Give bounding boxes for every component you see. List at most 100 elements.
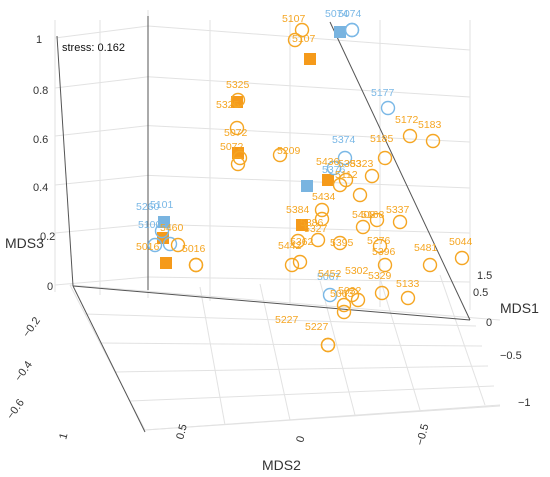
sample-point [322,287,338,303]
sample-point [292,254,308,270]
sample-point [377,257,393,273]
y-tick-label: 0.5 [174,423,190,441]
sample-point [290,233,306,249]
axis-grid [54,10,501,433]
sample-point-label: 5177 [371,87,395,99]
sample-point-label: 5074 [325,8,349,20]
sample-point-label: 5072 [224,127,248,139]
sample-point-label: 5101 [150,199,174,211]
z-tick-label: 1 [36,34,42,46]
axis-title-mds2: MDS2 [262,457,301,473]
sample-point-label: 5133 [396,278,420,290]
sample-point [230,156,246,172]
sample-point-label: 5044 [449,236,473,248]
sample-point-label: 5072 [220,141,244,153]
sample-point [294,22,310,38]
x-tick-label: −0.5 [500,350,522,362]
sample-point [337,150,353,166]
sample-point [344,22,360,38]
sample-point-label: 5227 [275,314,299,326]
axis-title-mds3: MDS3 [5,235,44,251]
y-tick-label: −0.5 [414,423,431,447]
sample-point [320,337,336,353]
z-tick-label: −0.4 [13,359,35,384]
centroid-marker [301,180,313,192]
x-tick-label: 1.5 [477,270,492,282]
z-tick-label: 0.6 [33,134,48,146]
sample-point [188,257,204,273]
sample-point-label: 5374 [332,134,356,146]
sample-point [147,237,163,253]
sample-point-label: 5016 [182,243,206,255]
sample-point-label: 5172 [395,114,419,126]
sample-point-label: 5376 [322,164,346,176]
sample-point [170,237,186,253]
sample-point [377,150,393,166]
sample-point [372,238,388,254]
y-tick-label: 1 [57,432,70,441]
sample-point-label: 5436 [316,156,340,168]
axis-title-mds1: MDS1 [500,300,539,316]
centroid-marker [232,147,244,159]
sample-point-label: 5067 [317,271,341,283]
sample-point-label: 5063 [330,288,354,300]
sample-point-label: 5395 [330,237,354,249]
z-tick-label: −0.6 [5,397,27,422]
sample-point-label: 5302 [345,265,369,277]
x-tick-label: 0.5 [473,287,488,299]
centroid-marker [334,26,346,38]
sample-point [229,120,245,136]
y-tick-label: 0 [294,435,307,444]
sample-point-label: 5383 [338,158,362,170]
centroid-marker [322,174,334,186]
sample-point-label: 5168 [361,209,385,221]
sample-point [352,187,368,203]
sample-point [336,304,352,320]
sample-point-label: 5481 [414,242,438,254]
sample-point-label: 5460 [160,222,184,234]
sample-point-label: 5209 [277,145,301,157]
sample-point-label: 5327 [304,223,328,235]
sample-point-label: 5185 [370,133,394,145]
z-tick-label: 0.2 [40,231,55,243]
sample-point [326,160,342,176]
sample-point [380,100,396,116]
centroid-marker [304,53,316,65]
sample-point [230,92,246,108]
stress-annotation: stress: 0.162 [62,42,125,54]
sample-point [369,212,385,228]
z-tick-label: −0.2 [21,315,43,340]
sample-point-label: 5100 [138,219,162,231]
sample-point-label: 5325 [216,99,240,111]
sample-point-label: 5323 [350,158,374,170]
sample-point-label: 5434 [312,191,336,203]
sample-point [392,214,408,230]
sample-point [162,236,178,252]
centroid-marker [160,257,172,269]
sample-point-label: 5074 [338,8,362,20]
sample-point [454,250,470,266]
sample-point [364,168,380,184]
sample-point [287,32,303,48]
sample-point-label: 5227 [305,321,329,333]
sample-point [272,147,288,163]
z-tick-label: 0.4 [33,182,48,194]
x-tick-label: −1 [518,397,531,409]
sample-point [332,235,348,251]
sample-point [350,292,366,308]
sample-point-label: 5016 [136,241,160,253]
sample-point [355,219,371,235]
sample-point-label: 5408 [352,209,376,221]
sample-point-label: 5452 [318,268,342,280]
sample-point-label: 5329 [368,270,392,282]
sample-point-label: 5032 [338,285,362,297]
sample-point-label: 5396 [372,246,396,258]
sample-point-label: 5362 [290,236,314,248]
sample-point [400,290,416,306]
centroid-marker [296,219,308,231]
sample-point-label: 5384 [286,204,310,216]
data-points [147,22,470,353]
